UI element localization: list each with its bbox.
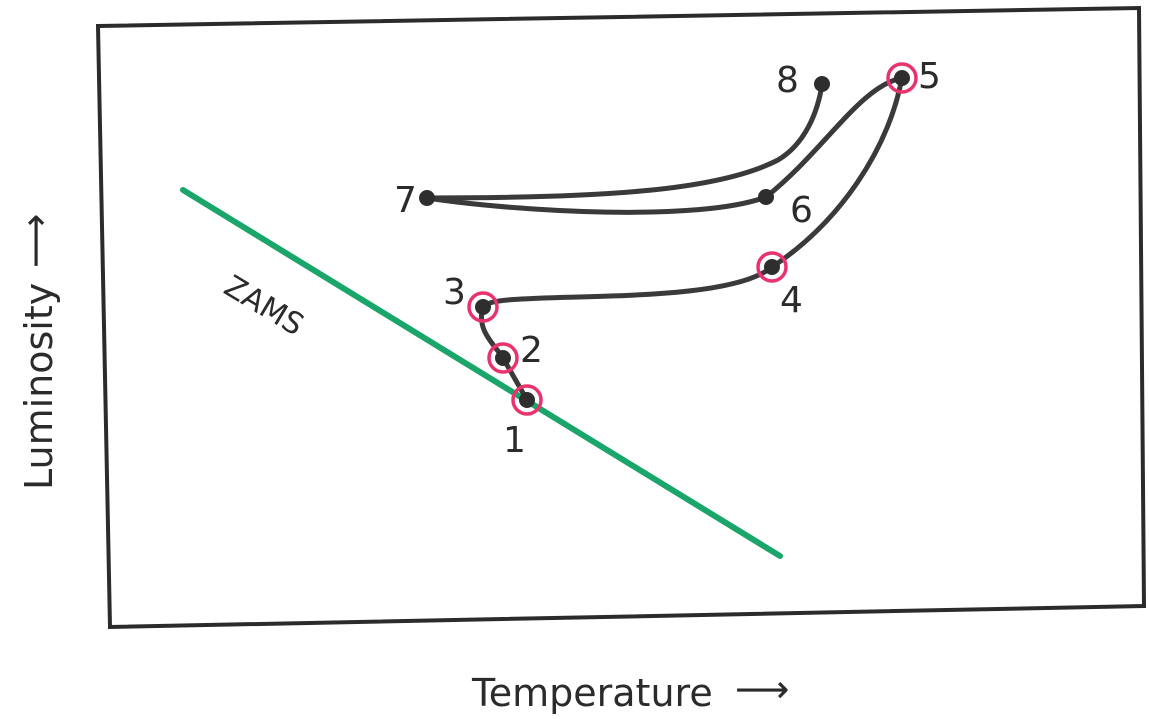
point-label: 6 (790, 190, 813, 231)
point-label: 3 (443, 272, 466, 313)
x-axis-title: Temperature ⟶ (471, 667, 789, 715)
y-axis-label: Luminosity (17, 283, 61, 490)
track-point-1: 1 (503, 384, 543, 461)
x-axis-label: Temperature (471, 671, 713, 715)
zams-line (180, 187, 783, 559)
point-label: 8 (776, 60, 799, 101)
point-marker (419, 190, 435, 206)
highlight-ring (487, 342, 519, 374)
point-marker (519, 392, 535, 408)
point-label: 5 (918, 56, 941, 97)
point-marker (758, 189, 774, 205)
y-axis-title: Luminosity ⟶ (13, 214, 61, 490)
track-segment-7-8 (424, 81, 825, 201)
point-label: 4 (780, 280, 803, 321)
zams-label: ZAMS (218, 269, 310, 343)
highlight-ring (756, 251, 788, 283)
track-point-5: 5 (886, 56, 941, 97)
point-marker (894, 70, 910, 86)
highlight-ring (467, 291, 499, 323)
point-label: 1 (503, 420, 526, 461)
track-point-2: 2 (487, 330, 543, 374)
point-label: 2 (520, 330, 543, 371)
track-point-6: 6 (758, 189, 813, 231)
track-point-4: 4 (756, 251, 803, 321)
track-segment-4-5 (769, 75, 905, 270)
track-segment-3-4 (480, 264, 775, 310)
point-marker (495, 350, 511, 366)
plot-frame (95, 5, 1147, 630)
highlight-ring (886, 62, 918, 94)
track-point-3: 3 (443, 272, 499, 323)
point-label: 7 (394, 180, 417, 221)
track-point-7: 7 (394, 180, 435, 221)
track-segment-6-7 (424, 194, 769, 215)
right-arrow-icon: ⟶ (735, 667, 789, 711)
point-marker (814, 76, 830, 92)
point-marker (475, 299, 491, 315)
point-marker (764, 259, 780, 275)
track-segment-1-2 (500, 355, 530, 403)
up-arrow-icon: ⟶ (13, 214, 57, 268)
highlight-ring (511, 384, 543, 416)
track-point-8: 8 (776, 60, 830, 101)
